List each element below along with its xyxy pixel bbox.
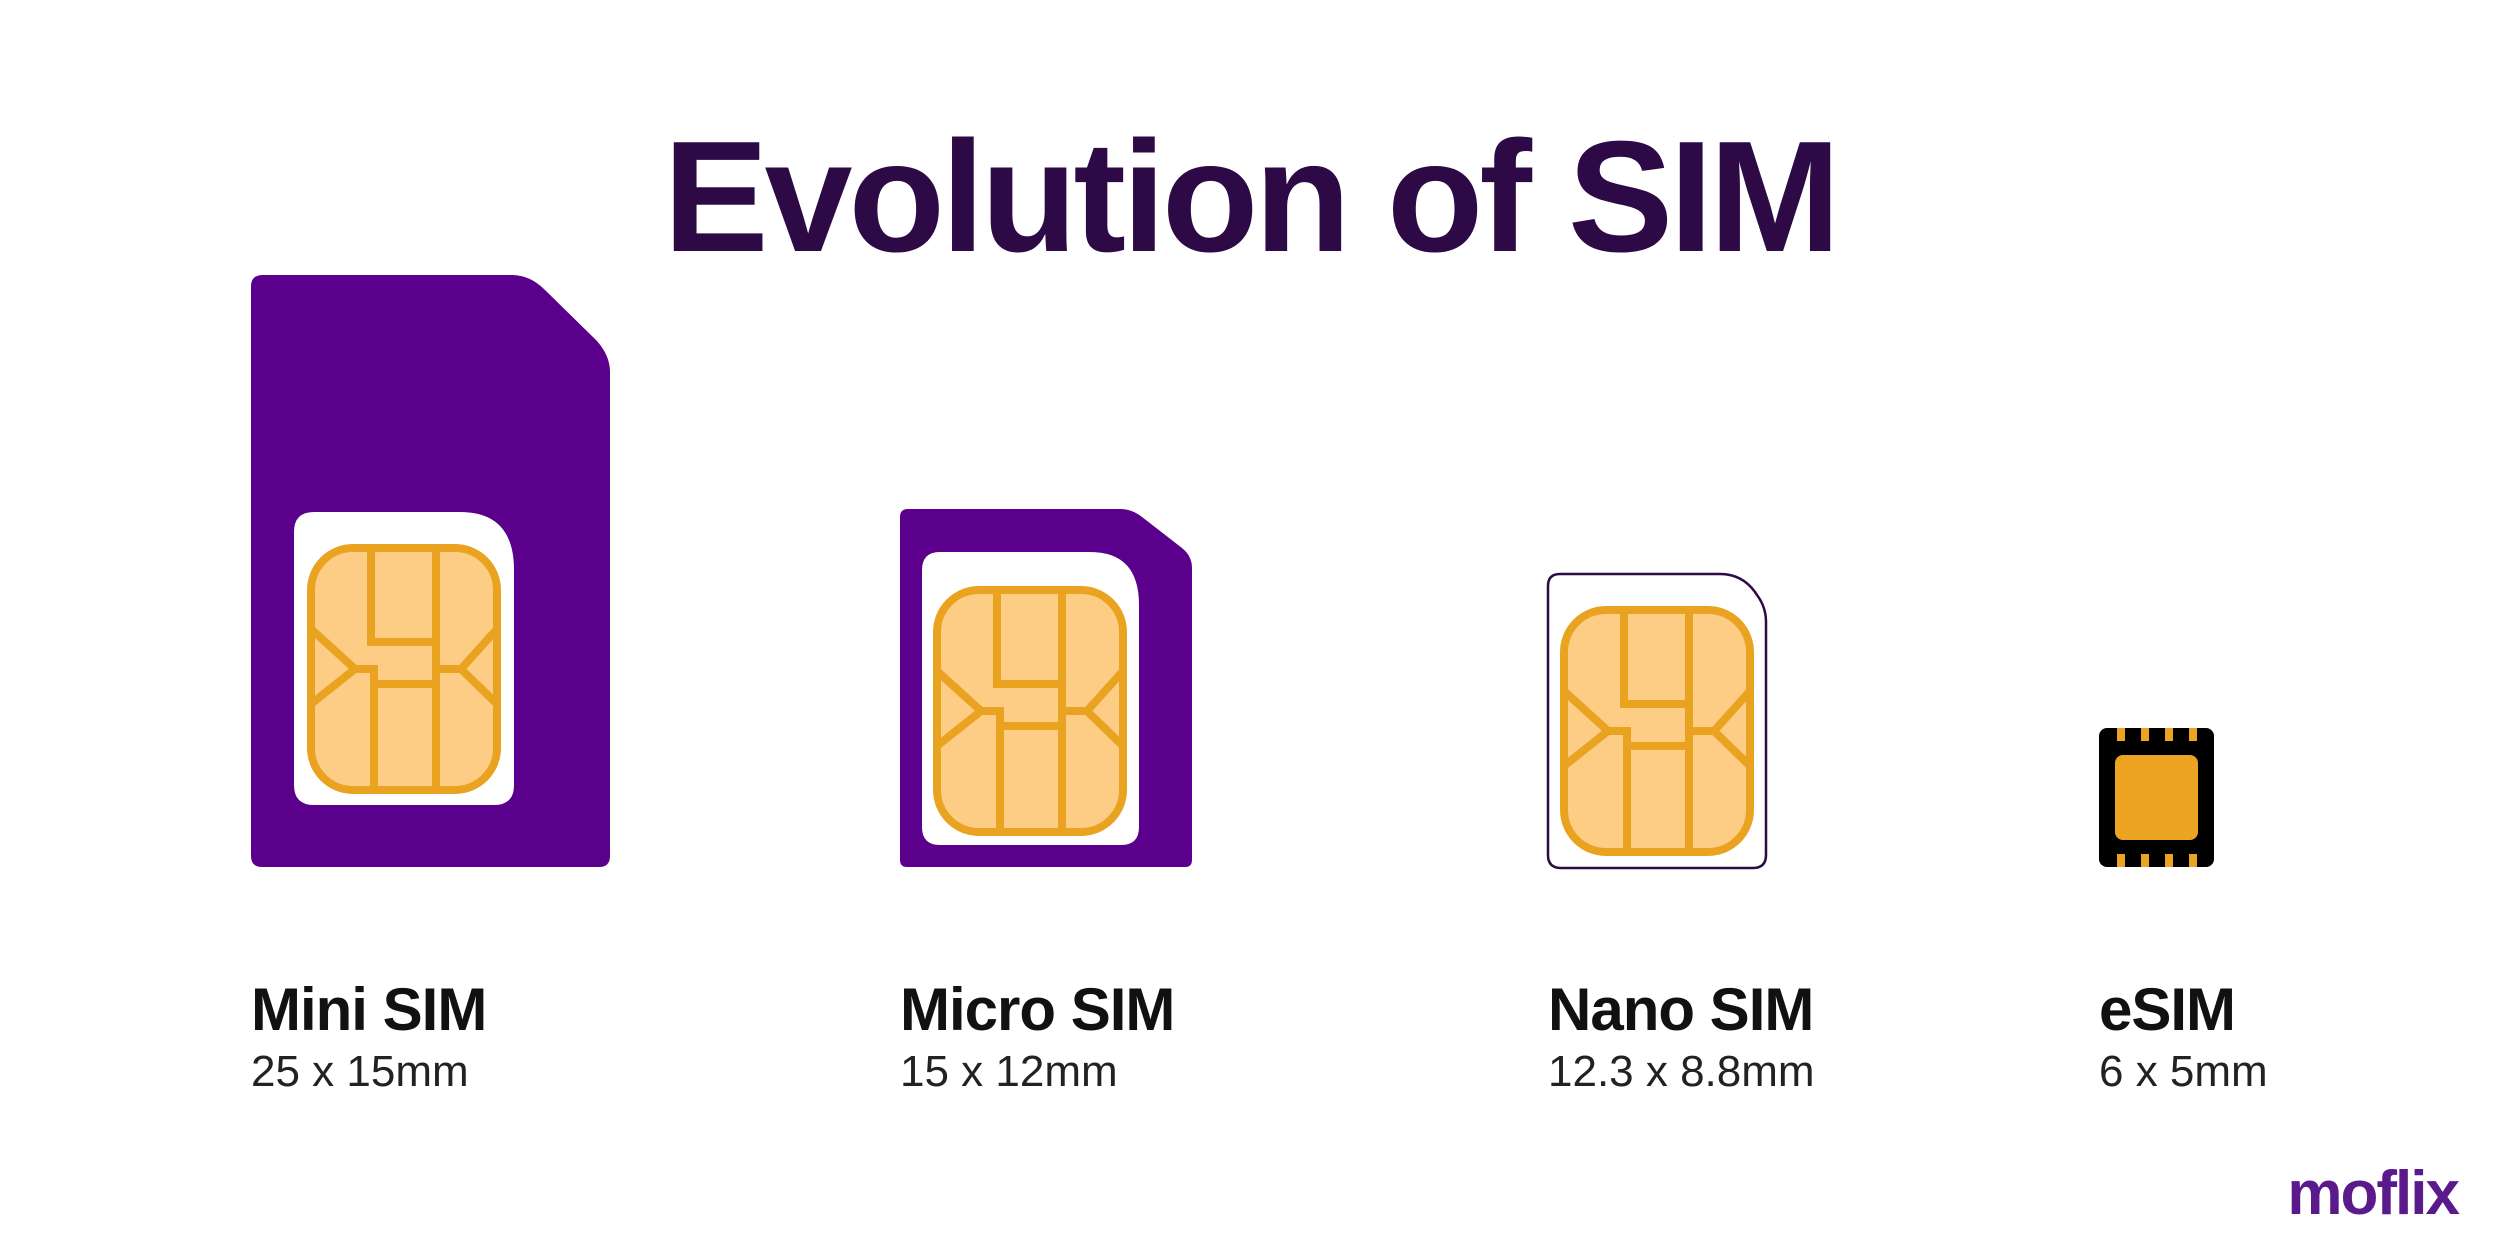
mini-sim-label: Mini SIM 25 x 15mm xyxy=(251,976,487,1096)
sim-size: 15 x 12mm xyxy=(900,1047,1118,1096)
mini-sim-card-icon xyxy=(251,275,610,867)
sim-name: Nano SIM xyxy=(1548,976,1814,1043)
esim-label: eSIM 6 x 5mm xyxy=(2099,980,2268,1094)
esim-chip-icon xyxy=(2099,728,2214,867)
moflix-logo: moflix xyxy=(2287,1159,2460,1228)
sim-name: Micro SIM xyxy=(900,976,1175,1043)
sim-size: 12.3 x 8.8mm xyxy=(1548,1047,1815,1096)
micro-sim-card-icon xyxy=(900,509,1192,867)
nano-sim-label: Nano SIM 12.3 x 8.8mm xyxy=(1548,980,1815,1094)
sim-name: eSIM xyxy=(2099,976,2236,1043)
sim-size: 6 x 5mm xyxy=(2099,1047,2268,1096)
sim-size: 25 x 15mm xyxy=(251,1047,469,1096)
micro-sim-label: Micro SIM 15 x 12mm xyxy=(900,976,1175,1096)
nano-sim-card-icon xyxy=(1546,572,1768,870)
sim-name: Mini SIM xyxy=(251,976,487,1043)
page-title: Evolution of SIM xyxy=(663,109,1841,285)
